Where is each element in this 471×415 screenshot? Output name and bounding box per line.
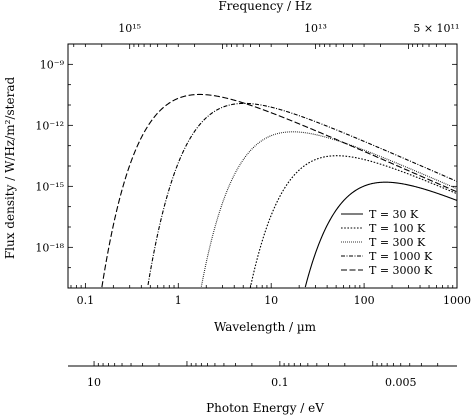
top-axis-title: Frequency / Hz [218,0,311,13]
tick-labels: 0.1 1 10 100 1000 10⁻⁹ 10⁻¹² 10⁻¹⁵ 10⁻¹⁸ 10¹⁵ 10¹³… [35,22,471,389]
x-tick-label: 1000 [443,294,471,307]
y-tick-label: 10⁻¹² [35,119,64,132]
legend-label-1: T = 100 K [369,222,426,235]
y-tick-label: 10⁻¹⁸ [35,241,64,254]
series-line-1 [249,155,458,288]
x-axis-title: Wavelength / µm [214,320,317,334]
top-tick-label: 10¹⁵ [118,22,141,35]
series-line-2 [200,131,458,287]
legend-label-3: T = 1000 K [369,250,433,263]
top-tick-label: 10¹³ [304,22,327,35]
x-tick-label: 10 [264,294,278,307]
series-curves [101,93,458,288]
x-tick-label: 100 [354,294,375,307]
legend-label-0: T = 30 K [369,208,419,221]
series-line-3 [147,102,458,286]
energy-tick-label: 10 [87,376,101,389]
y-axis-title: Flux density / W/Hz/m²/sterad [3,77,17,260]
energy-tick-label: 0.005 [385,376,417,389]
legend: T = 30 KT = 100 KT = 300 KT = 1000 KT = … [341,208,433,277]
y-tick-label: 10⁻¹⁵ [35,180,64,193]
series-line-0 [304,181,458,288]
legend-label-4: T = 3000 K [369,264,433,277]
x-tick-label: 1 [175,294,182,307]
axis-ticks [68,43,458,366]
series-line-4 [101,93,458,288]
y-tick-label: 10⁻⁹ [40,58,65,71]
top-tick-label: 5 × 10¹¹ [413,22,459,35]
x-tick-label: 0.1 [77,294,95,307]
legend-label-2: T = 300 K [369,236,426,249]
bottom-axis-2-title: Photon Energy / eV [206,401,324,415]
energy-tick-label: 0.1 [271,376,289,389]
